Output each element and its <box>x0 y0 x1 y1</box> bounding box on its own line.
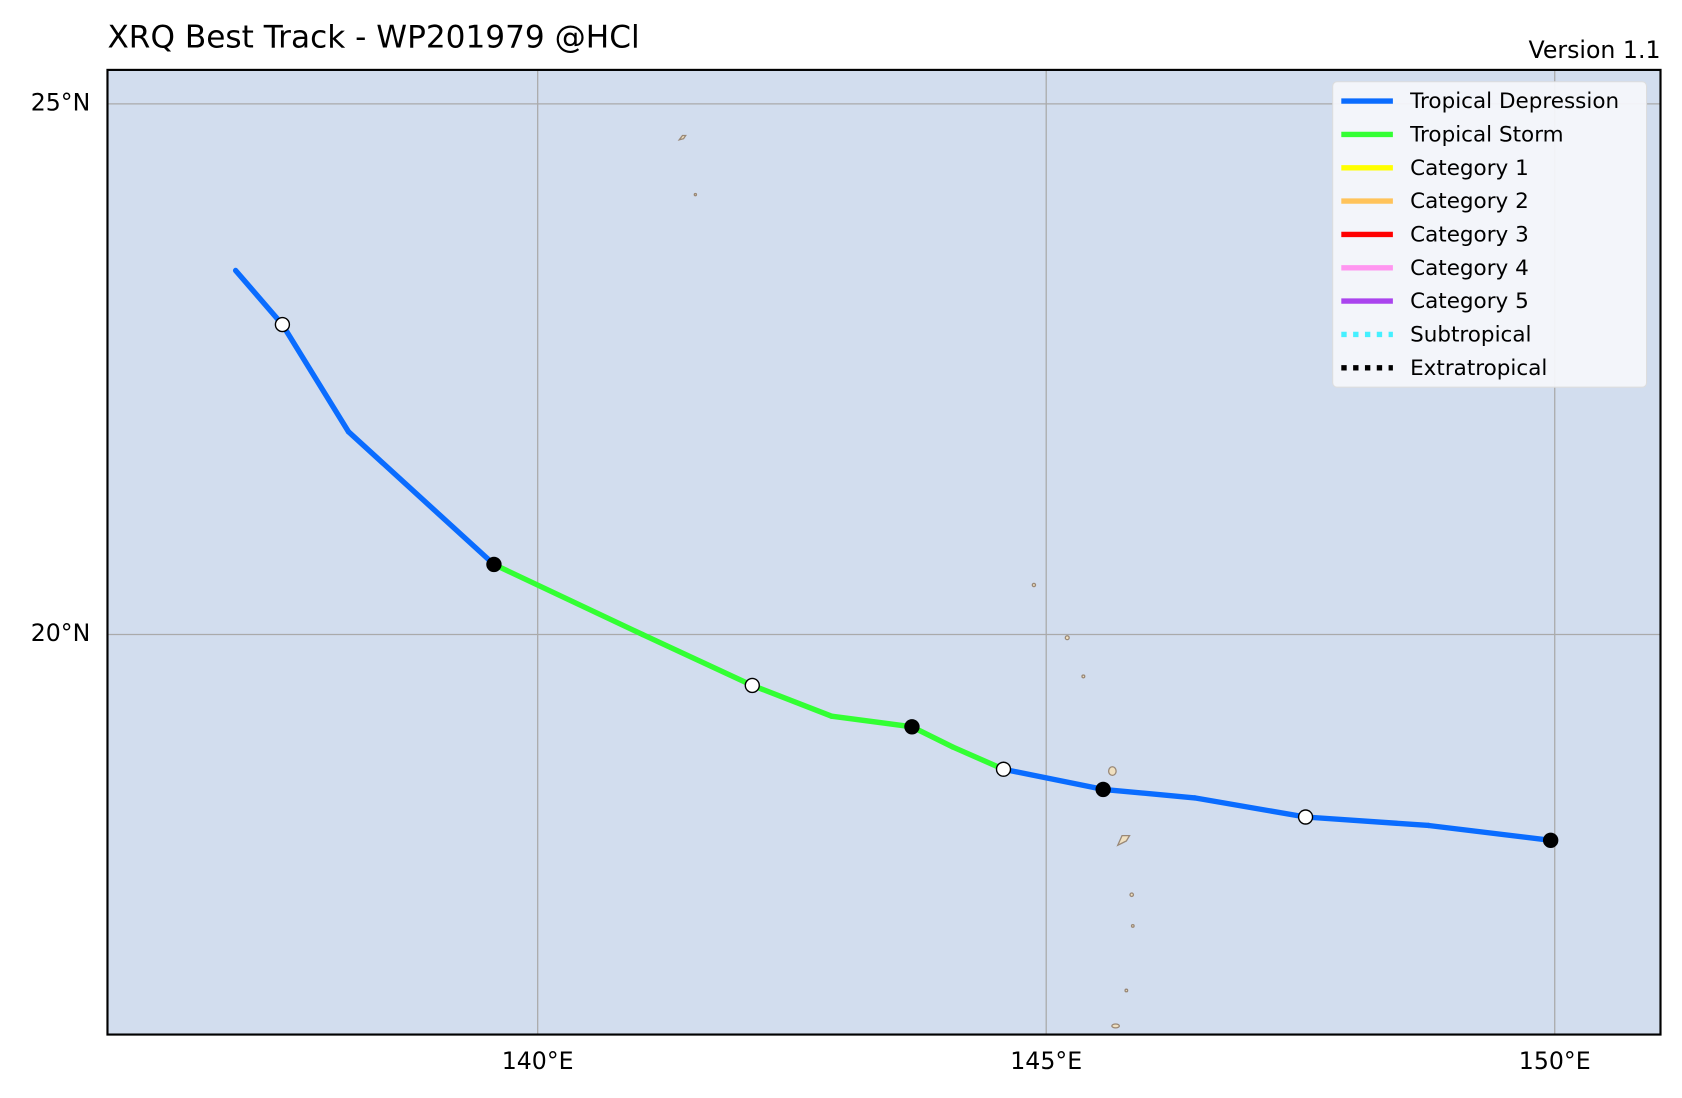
track-point <box>1095 781 1111 798</box>
legend-box <box>1332 81 1648 388</box>
track-point <box>904 719 920 735</box>
track-segment <box>828 713 915 730</box>
track-segment <box>491 561 646 638</box>
track <box>232 267 1559 849</box>
y-tick-label: 25°N <box>31 88 91 116</box>
legend-label: Tropical Depression <box>1409 89 1619 114</box>
track-segment <box>1100 786 1198 801</box>
chart-title: XRQ Best Track - WP201979 @HCl <box>107 20 639 56</box>
track-point <box>486 556 502 573</box>
legend-label: Category 4 <box>1410 256 1529 281</box>
legend: Tropical Depression Tropical Storm Categor… <box>1332 81 1648 388</box>
map-frame <box>106 68 1662 1036</box>
x-tick-label: 145°E <box>1010 1047 1082 1075</box>
legend-label: Tropical Storm <box>1409 122 1564 147</box>
track-segment <box>1000 766 1106 793</box>
track-segment <box>1302 814 1432 829</box>
legend-label: Subtropical <box>1410 323 1531 348</box>
x-tick-label: 150°E <box>1519 1047 1591 1075</box>
legend-label: Category 5 <box>1410 289 1529 314</box>
track-point <box>995 761 1012 777</box>
legend-label: Category 3 <box>1410 223 1529 248</box>
track-segment <box>1425 822 1554 844</box>
x-tick-label: 140°E <box>502 1047 574 1075</box>
track-segment <box>749 682 835 719</box>
legend-label: Category 2 <box>1410 189 1529 214</box>
legend-label: Extratropical <box>1410 356 1547 381</box>
legend-label: Category 1 <box>1410 156 1529 181</box>
track-segment <box>639 631 755 689</box>
track-point <box>1297 809 1314 825</box>
track-point <box>744 677 760 694</box>
track-point <box>274 316 291 333</box>
track-segment <box>345 429 497 568</box>
track-segment <box>232 267 286 328</box>
track-point <box>1542 832 1559 849</box>
islands <box>677 134 1135 1029</box>
track-segment <box>279 321 352 435</box>
y-tick-label: 20°N <box>31 619 91 647</box>
track-segment <box>949 744 1007 772</box>
track-segment <box>1192 795 1309 820</box>
version-label: Version 1.1 <box>1528 36 1660 64</box>
